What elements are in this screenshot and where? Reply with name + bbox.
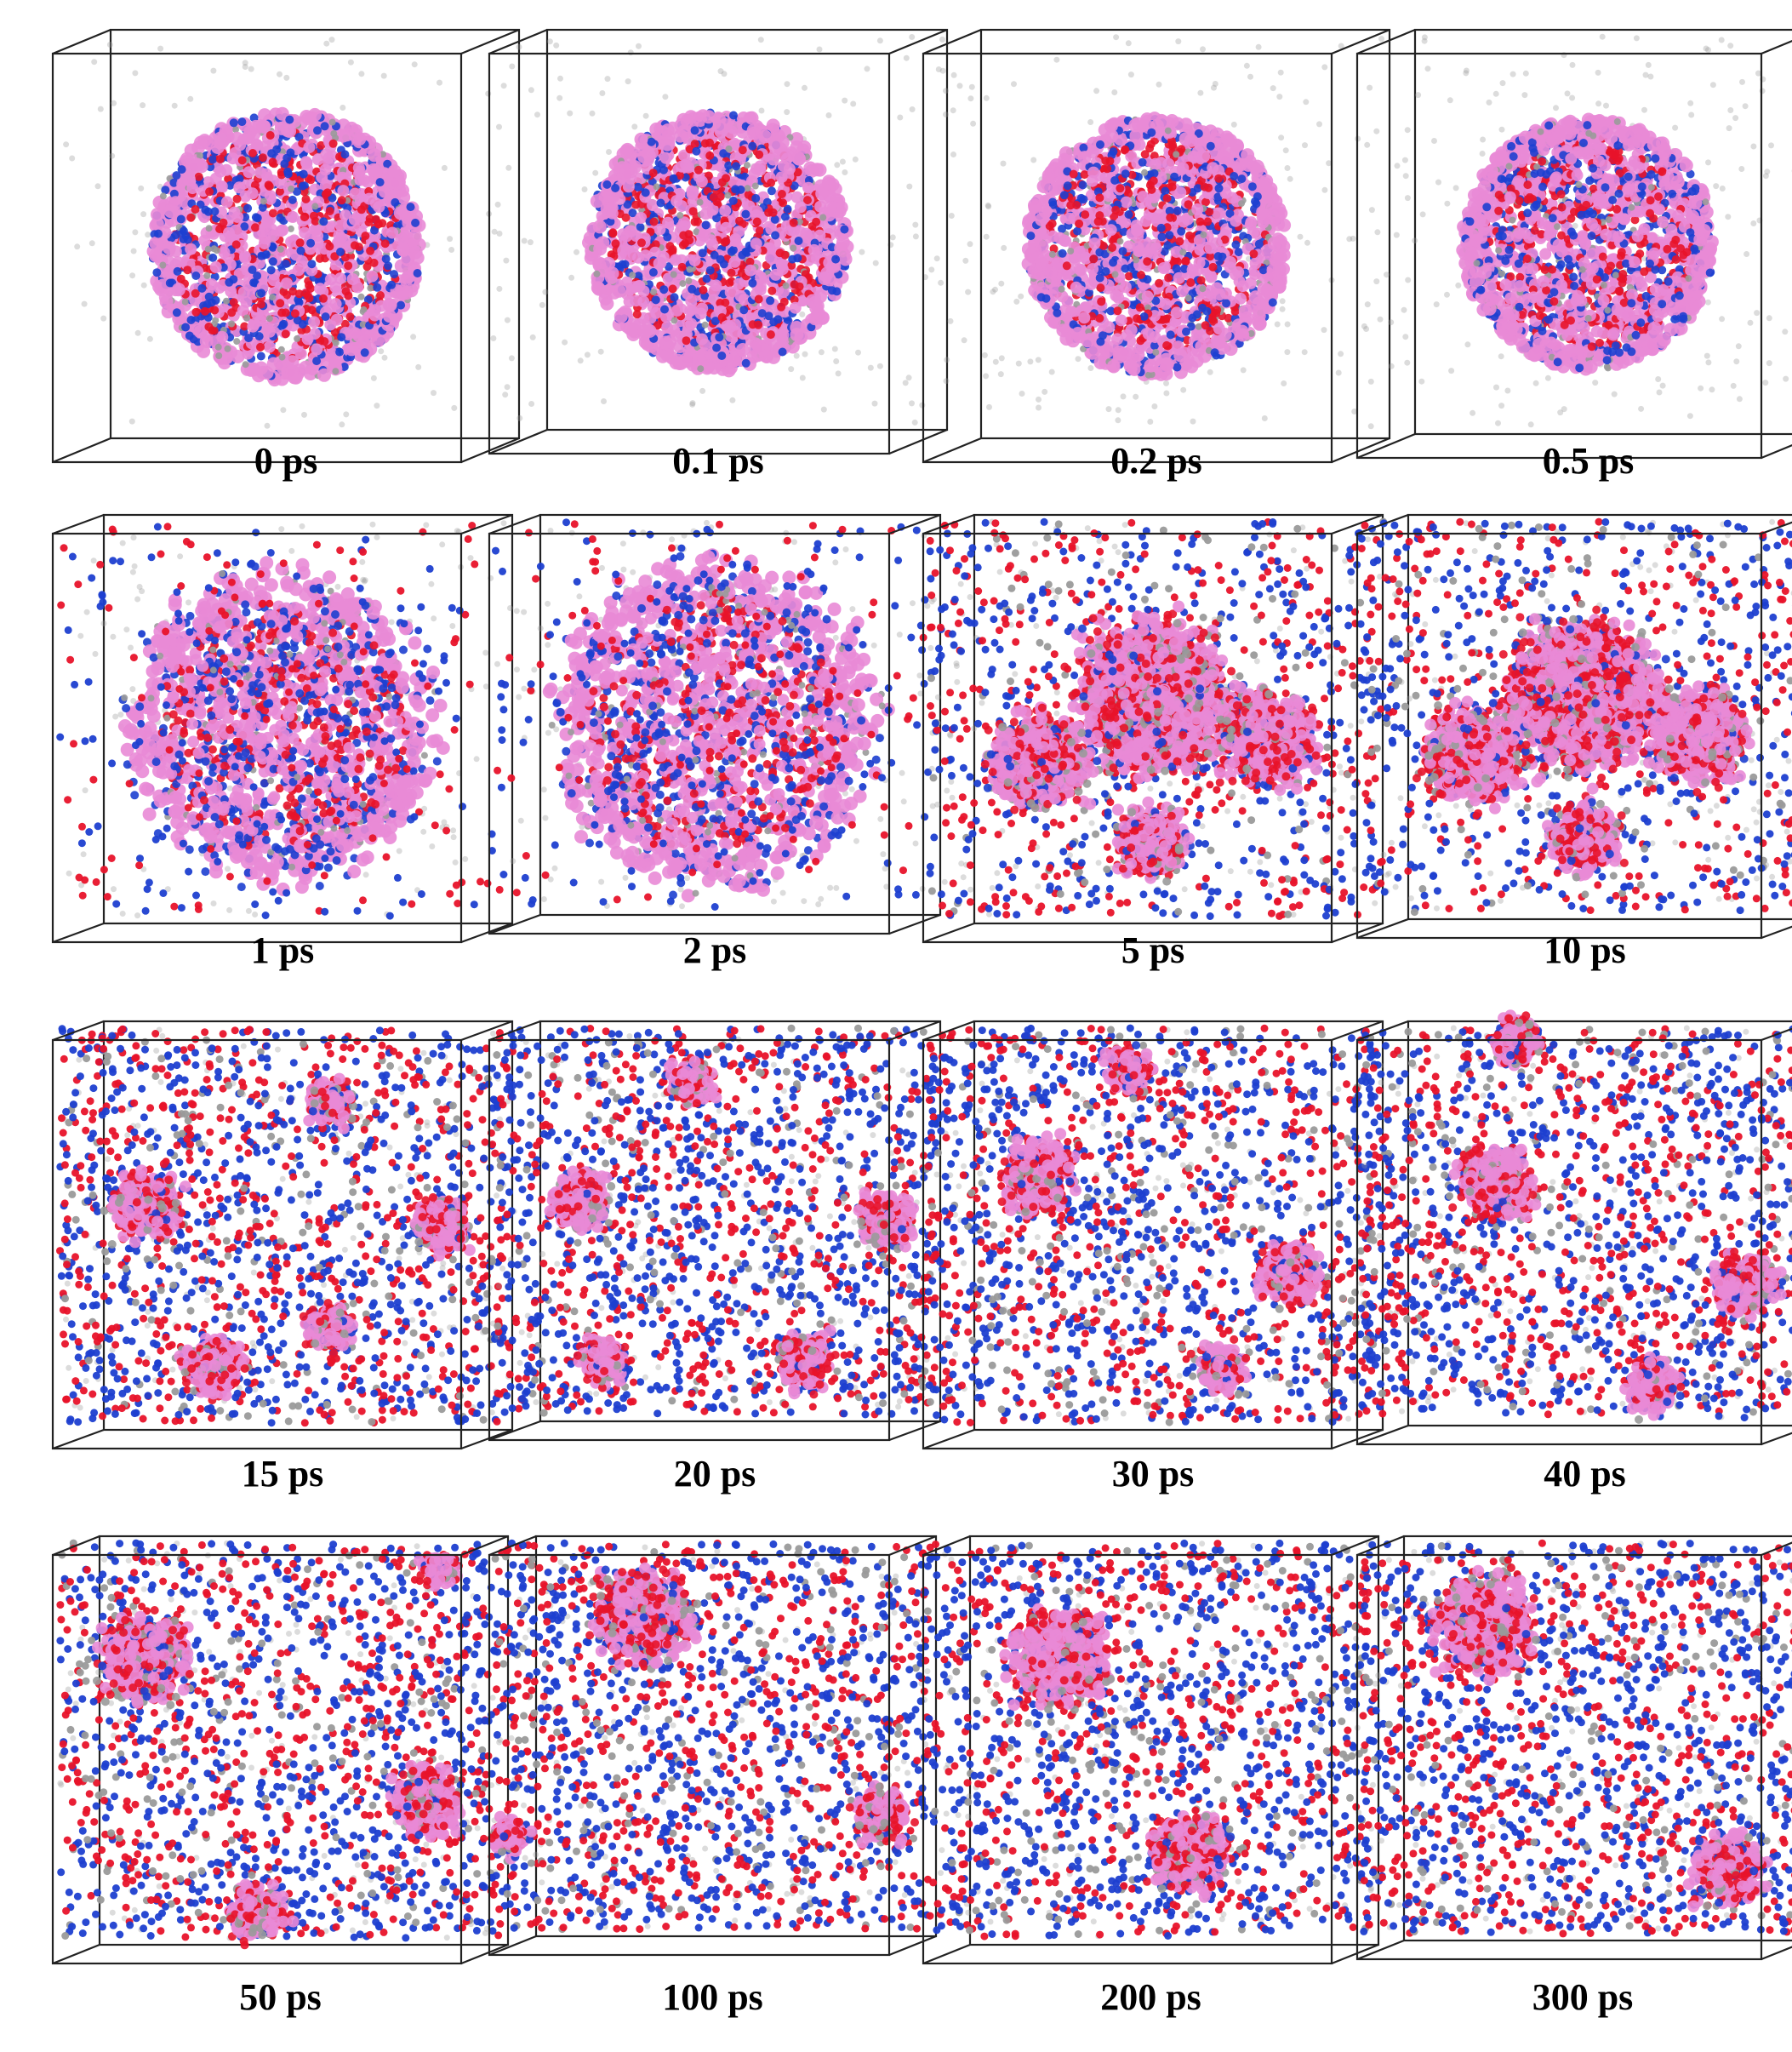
simulation-box-render bbox=[1355, 1009, 1792, 1446]
box-edges bbox=[488, 28, 948, 455]
simulation-box-render bbox=[922, 1020, 1384, 1450]
simulation-box-render bbox=[922, 1535, 1380, 1965]
particle-cloud bbox=[1360, 1539, 1792, 1938]
particle-cloud bbox=[56, 1539, 505, 1950]
box-edges bbox=[51, 1535, 509, 1965]
box-back-face bbox=[539, 513, 942, 917]
time-label: 300 ps bbox=[1532, 1979, 1634, 2016]
time-label: 15 ps bbox=[242, 1455, 324, 1493]
box-back-face bbox=[102, 1020, 514, 1432]
box-edges bbox=[488, 513, 941, 935]
snapshot-panel bbox=[51, 511, 521, 953]
particle-cloud bbox=[928, 34, 1380, 430]
time-label: 50 ps bbox=[239, 1979, 322, 2016]
simulation-box-render bbox=[922, 28, 1391, 464]
snapshot-panel bbox=[51, 26, 528, 468]
simulation-box-render bbox=[1355, 513, 1792, 940]
box-back-face bbox=[1402, 1535, 1792, 1942]
snapshot-panel bbox=[51, 1532, 516, 1975]
box-back-face bbox=[1407, 513, 1792, 921]
box-back-face bbox=[534, 1535, 938, 1938]
box-back-face bbox=[979, 28, 1391, 440]
particle-cloud bbox=[487, 1539, 933, 1934]
box-edges bbox=[922, 1020, 1384, 1450]
particle-cloud bbox=[494, 518, 936, 911]
box-back-face bbox=[539, 1020, 942, 1423]
simulation-box-render bbox=[488, 513, 942, 935]
box-back-face bbox=[545, 28, 949, 432]
time-label: 30 ps bbox=[1112, 1455, 1195, 1493]
box-edges bbox=[1355, 28, 1792, 460]
particle-cloud bbox=[56, 1025, 509, 1427]
box-edges bbox=[922, 28, 1390, 464]
particle-cloud bbox=[56, 521, 506, 920]
box-back-face bbox=[109, 28, 521, 440]
particle-cloud bbox=[1363, 33, 1792, 428]
time-label: 0.2 ps bbox=[1110, 443, 1202, 480]
simulation-box-render bbox=[1355, 28, 1792, 460]
simulation-box-render bbox=[922, 513, 1384, 944]
time-label: 1 ps bbox=[251, 932, 315, 969]
particle-cloud bbox=[63, 37, 507, 429]
snapshot-panel bbox=[488, 26, 956, 460]
box-edges bbox=[1355, 1535, 1792, 1961]
snapshot-panel bbox=[1355, 1532, 1792, 1970]
snapshot-panel bbox=[1355, 511, 1792, 949]
snapshot-panel bbox=[922, 511, 1391, 953]
particle-cloud bbox=[496, 34, 942, 426]
box-edges bbox=[1355, 1020, 1792, 1446]
simulation-box-render bbox=[51, 1020, 514, 1450]
time-label: 0 ps bbox=[254, 443, 318, 480]
particle-cloud bbox=[493, 1024, 938, 1419]
snapshot-panel bbox=[922, 1017, 1391, 1460]
box-edges bbox=[51, 513, 513, 944]
box-edges bbox=[488, 1020, 941, 1442]
particle-cloud bbox=[926, 1539, 1375, 1941]
snapshot-panel bbox=[922, 1532, 1387, 1975]
simulation-box-render bbox=[51, 513, 514, 944]
time-label: 100 ps bbox=[662, 1979, 763, 2016]
time-label: 40 ps bbox=[1544, 1455, 1626, 1493]
snapshot-panel bbox=[1355, 26, 1792, 464]
box-back-face bbox=[968, 1535, 1380, 1946]
box-back-face bbox=[102, 513, 514, 925]
box-back-face bbox=[1413, 28, 1792, 436]
snapshot-panel bbox=[922, 26, 1398, 468]
simulation-box-render bbox=[488, 1020, 942, 1442]
snapshot-panel bbox=[1355, 1009, 1792, 1455]
time-label: 0.5 ps bbox=[1543, 443, 1635, 480]
time-label: 5 ps bbox=[1121, 932, 1185, 969]
simulation-box-render bbox=[487, 1535, 938, 1957]
box-edges bbox=[51, 1020, 513, 1450]
particle-cloud bbox=[926, 1024, 1379, 1426]
snapshot-panel bbox=[51, 1017, 521, 1460]
snapshot-panel bbox=[488, 511, 949, 945]
box-edges bbox=[1355, 513, 1792, 940]
time-label: 0.1 ps bbox=[672, 443, 764, 480]
particle-cloud bbox=[1360, 517, 1792, 917]
time-label: 2 ps bbox=[683, 932, 747, 969]
box-edges bbox=[922, 1535, 1379, 1965]
time-label: 10 ps bbox=[1544, 932, 1626, 969]
time-label: 200 ps bbox=[1100, 1979, 1201, 2016]
snapshot-panel bbox=[488, 1017, 949, 1451]
simulation-box-render bbox=[51, 28, 521, 464]
box-edges bbox=[51, 28, 520, 464]
simulation-box-render bbox=[488, 28, 949, 455]
particle-cloud bbox=[1360, 1009, 1792, 1424]
simulation-box-render bbox=[51, 1535, 510, 1965]
particle-cloud bbox=[926, 517, 1379, 920]
time-label: 20 ps bbox=[674, 1455, 756, 1493]
simulation-box-render bbox=[1355, 1535, 1792, 1961]
box-edges bbox=[488, 1535, 937, 1957]
snapshot-panel bbox=[487, 1532, 945, 1966]
